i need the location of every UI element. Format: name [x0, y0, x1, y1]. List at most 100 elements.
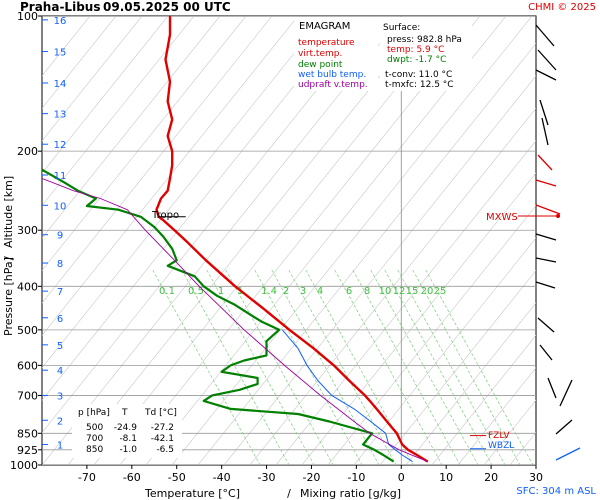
wind-barb-5 — [537, 154, 553, 171]
table-row-500-t: -24.9 — [114, 423, 138, 433]
surface-tconv: t-conv: 11.0 °C — [385, 70, 452, 80]
table-row-850-td: -6.5 — [156, 445, 174, 455]
y-tick-label-300: 300 — [17, 224, 38, 237]
datetime-title: 09.05.2025 00 UTC — [103, 0, 231, 14]
grid-diagonal — [562, 16, 600, 465]
grid-diagonal — [42, 16, 299, 336]
x-tick-label--10: -10 — [347, 471, 365, 484]
mixing-ratio-line-0 — [152, 269, 261, 465]
grid-diagonal — [42, 16, 221, 239]
y-tick-label-700: 700 — [17, 389, 38, 402]
wind-barb-6 — [535, 179, 557, 187]
fzl-label: FZLV — [488, 431, 510, 441]
series-udpraft-v-temp- — [42, 177, 428, 463]
wind-barb-12 — [539, 344, 553, 361]
series-temperature — [155, 16, 429, 463]
mixing-ratio-label-0: 0.1 — [159, 286, 175, 297]
km-tick-label-8: 8 — [57, 259, 63, 270]
surface-tmxfc: t-mxfc: 12.5 °C — [385, 80, 454, 90]
surface-info: Surface: press: 982.8 hPa temp: 5.9 °C d… — [380, 17, 472, 91]
x-tick-label-0: 0 — [398, 471, 405, 484]
km-tick-label-16: 16 — [54, 16, 67, 27]
x-axis-title-mixing: Mixing ratio [g/kg] — [300, 487, 401, 500]
km-tick-label-6: 6 — [57, 314, 63, 325]
km-tick-label-15: 15 — [54, 48, 67, 59]
y-tick-label-100: 100 — [17, 10, 38, 23]
wind-barb-4 — [541, 117, 549, 146]
table-header-td: Td [°C] — [144, 408, 177, 418]
x-tick-label--30: -30 — [258, 471, 276, 484]
km-tick-label-7: 7 — [57, 287, 63, 298]
x-axis-title: Temperature [°C] — [144, 487, 240, 500]
grid-diagonal — [535, 464, 536, 465]
grid-diagonal — [275, 140, 536, 465]
mixing-ratio-line-14 — [425, 269, 534, 465]
wind-barb-7 — [535, 204, 561, 215]
wind-barb-9 — [535, 257, 557, 263]
grid-diagonal — [197, 42, 536, 465]
grid-diagonal — [42, 16, 143, 142]
grid-diagonal — [405, 302, 536, 465]
mixing-ratio-label-10: 10 — [379, 286, 392, 297]
legend-updraft: udpraft v.temp. — [298, 80, 368, 90]
legend-dew-point: dew point — [298, 60, 343, 70]
grid-diagonal — [42, 16, 247, 271]
surface-title: Surface: — [383, 23, 420, 33]
x-tick-label--70: -70 — [78, 471, 96, 484]
grid-diagonal — [249, 107, 536, 465]
mixing-ratio-label-14: 25 — [434, 286, 447, 297]
mixing-ratio-line-11 — [384, 269, 493, 465]
wind-barb-3 — [539, 99, 549, 126]
series-wet-bulb-temp- — [281, 329, 413, 463]
x-tick-label-30: 30 — [529, 471, 543, 484]
mixing-ratio-label-13: 20 — [421, 286, 434, 297]
x-tick-label--40: -40 — [213, 471, 231, 484]
table-row-700-p: 700 — [86, 434, 103, 444]
x-tick-label--50: -50 — [168, 471, 186, 484]
surface-dwpt: dwpt: -1.7 °C — [387, 55, 446, 65]
x-tick-label--20: -20 — [302, 471, 320, 484]
grid-diagonal — [42, 16, 195, 207]
mixing-ratio-line-10 — [370, 269, 479, 465]
mixing-ratio-line-12 — [397, 269, 506, 465]
y-axis-title-altitude: Altitude [km] — [2, 176, 15, 248]
legend: EMAGRAM temperature virt.temp. dew point… — [294, 17, 378, 91]
y-tick-label-400: 400 — [17, 280, 38, 293]
mixing-ratio-label-6: 3 — [300, 286, 306, 297]
table-row-500-p: 500 — [86, 423, 103, 433]
station-title: Praha-Libus — [20, 0, 100, 14]
y-tick-label-925: 925 — [17, 444, 38, 457]
grid-diagonal — [457, 367, 536, 465]
table-header-t: T — [121, 408, 128, 418]
wind-barb-8 — [535, 233, 557, 241]
x-axis-title-separator: / — [287, 487, 291, 500]
mixing-ratio-label-5: 2 — [283, 286, 289, 297]
grid-diagonal — [301, 172, 536, 465]
mixing-ratio-line-3 — [225, 269, 334, 465]
km-tick-label-5: 5 — [57, 341, 63, 352]
x-tick-label--60: -60 — [123, 471, 141, 484]
table-row-850-p: 850 — [86, 445, 103, 455]
grid-diagonal — [379, 269, 536, 465]
y-axis-title-separator: / — [2, 256, 15, 260]
legend-wet-bulb: wet bulb temp. — [298, 70, 366, 80]
wind-barb-16 — [555, 447, 581, 461]
surface-temp: temp: 5.9 °C — [387, 45, 444, 55]
y-tick-label-850: 850 — [17, 427, 38, 440]
y-axis-title: Pressure [hPa] — [2, 257, 15, 336]
table-row-850-t: -1.0 — [119, 445, 137, 455]
mixing-ratio-line-5 — [271, 269, 380, 465]
wind-barb-0 — [535, 24, 555, 47]
mixing-ratio-line-1 — [181, 269, 290, 465]
km-tick-label-9: 9 — [57, 231, 63, 242]
tropopause-label: Tropo — [151, 210, 179, 221]
mixing-ratio-label-9: 8 — [364, 286, 370, 297]
y-tick-label-600: 600 — [17, 359, 38, 372]
grid-diagonal — [42, 16, 325, 369]
legend-temperature: temperature — [298, 38, 355, 48]
grid-diagonal — [42, 16, 351, 401]
y-tick-label-500: 500 — [17, 324, 38, 337]
mixing-ratio-line-2 — [206, 269, 315, 465]
grid-diagonal — [327, 205, 536, 465]
